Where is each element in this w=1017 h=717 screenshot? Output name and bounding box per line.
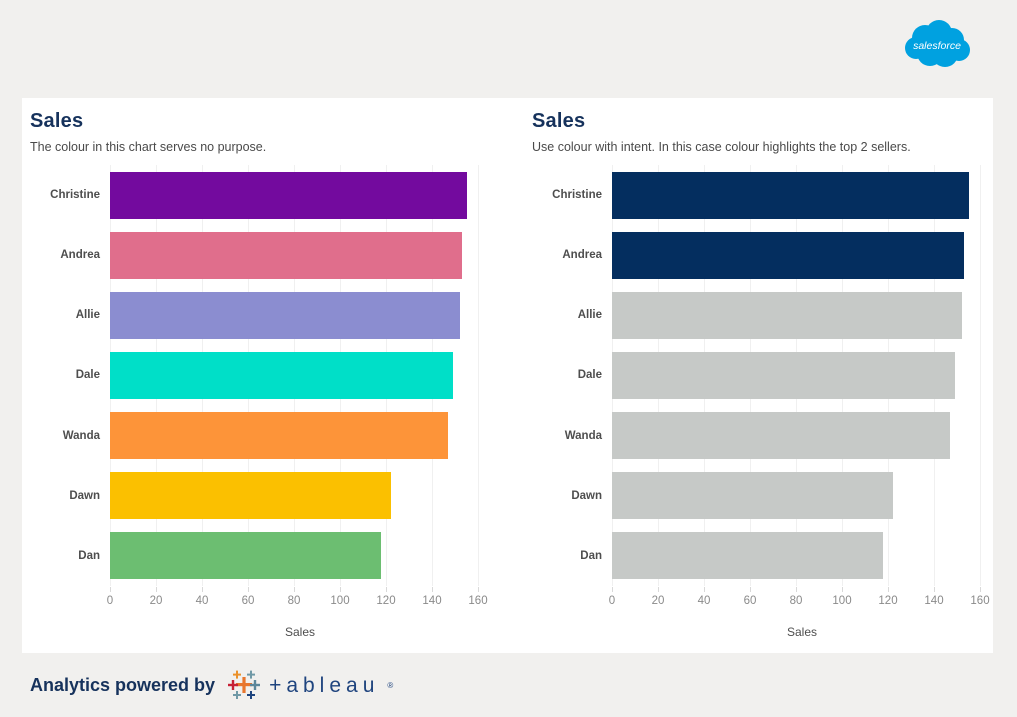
- bar-row: Dale: [30, 345, 490, 405]
- bar-allie[interactable]: [612, 291, 962, 339]
- category-label: Andrea: [60, 249, 100, 262]
- bar-rows: Christine Andrea Allie Dale Wanda Dawn Dan: [30, 165, 490, 586]
- bar-row: Andrea: [30, 225, 490, 285]
- bar-track: [612, 532, 992, 580]
- bar-dawn[interactable]: [110, 472, 391, 520]
- chart-colour-with-intent: Sales Use colour with intent. In this ca…: [532, 110, 1014, 645]
- bar-dawn[interactable]: [612, 472, 893, 520]
- category-label: Dan: [78, 549, 100, 562]
- category-label: Christine: [552, 189, 602, 202]
- bar-row: Dawn: [30, 466, 490, 526]
- bar-dan[interactable]: [110, 532, 382, 580]
- bar-row: Christine: [30, 165, 490, 225]
- category-label: Wanda: [564, 429, 602, 442]
- bar-row: Dan: [532, 526, 992, 586]
- category-label: Dale: [577, 369, 602, 382]
- salesforce-logo: salesforce: [902, 16, 972, 70]
- x-axis: 0 20 40 60 80 100 120 140 160: [609, 586, 992, 614]
- bar-allie[interactable]: [110, 291, 460, 339]
- bar-track: [110, 291, 490, 339]
- category-label: Allie: [577, 309, 602, 322]
- chart-title: Sales: [30, 110, 84, 132]
- bar-track: [612, 171, 992, 219]
- bar-dan[interactable]: [612, 532, 884, 580]
- bar-track: [110, 532, 490, 580]
- bar-row: Dan: [30, 526, 490, 586]
- bar-row: Wanda: [532, 406, 992, 466]
- bar-dale[interactable]: [110, 351, 453, 399]
- category-label: Dale: [75, 369, 100, 382]
- category-label: Allie: [75, 309, 100, 322]
- footer-text: Analytics powered by: [30, 674, 216, 695]
- bar-track: [612, 351, 992, 399]
- category-label: Dawn: [571, 489, 602, 502]
- bar-dale[interactable]: [612, 351, 955, 399]
- bar-track: [110, 231, 490, 279]
- bar-row: Wanda: [30, 406, 490, 466]
- bar-wanda[interactable]: [612, 412, 951, 460]
- x-axis: 0 20 40 60 80 100 120 140 160: [107, 586, 490, 614]
- bar-track: [612, 231, 992, 279]
- bar-andrea[interactable]: [110, 231, 462, 279]
- plot-area: Christine Andrea Allie Dale Wanda Dawn Dan 0 20…: [532, 165, 1014, 645]
- chart-subtitle: The colour in this chart serves no purpo…: [30, 140, 267, 154]
- bar-row: Christine: [532, 165, 992, 225]
- chart-colour-no-purpose: Sales The colour in this chart serves no…: [30, 110, 512, 645]
- bar-row: Allie: [532, 285, 992, 345]
- bar-row: Allie: [30, 285, 490, 345]
- salesforce-wordmark: salesforce: [913, 40, 961, 52]
- tableau-wordmark: +ableau: [269, 673, 380, 697]
- bar-row: Dawn: [532, 466, 992, 526]
- salesforce-cloud-icon: salesforce: [905, 20, 970, 67]
- bar-track: [110, 351, 490, 399]
- bar-track: [110, 472, 490, 520]
- dashboard-card: Sales The colour in this chart serves no…: [22, 98, 993, 653]
- bar-track: [110, 171, 490, 219]
- tableau-logo[interactable]: +ableau ®: [227, 668, 393, 702]
- chart-title: Sales: [532, 110, 586, 132]
- category-label: Christine: [50, 189, 100, 202]
- bar-christine[interactable]: [612, 171, 969, 219]
- bar-track: [612, 412, 992, 460]
- bar-track: [110, 412, 490, 460]
- bar-christine[interactable]: [110, 171, 467, 219]
- bar-track: [612, 291, 992, 339]
- bar-rows: Christine Andrea Allie Dale Wanda Dawn Dan: [532, 165, 992, 586]
- chart-subtitle: Use colour with intent. In this case col…: [532, 140, 911, 154]
- category-label: Wanda: [62, 429, 100, 442]
- category-label: Andrea: [562, 249, 602, 262]
- footer: Analytics powered by +ableau ®: [30, 668, 393, 702]
- bar-wanda[interactable]: [110, 412, 449, 460]
- bar-row: Andrea: [532, 225, 992, 285]
- bar-track: [612, 472, 992, 520]
- category-label: Dan: [580, 549, 602, 562]
- tableau-mark-icon: [228, 670, 261, 699]
- category-label: Dawn: [69, 489, 100, 502]
- bar-andrea[interactable]: [612, 231, 964, 279]
- x-axis-title: Sales: [284, 625, 316, 639]
- bar-row: Dale: [532, 345, 992, 405]
- plot-area: Christine Andrea Allie Dale Wanda Dawn Dan 0 20…: [30, 165, 512, 645]
- x-axis-title: Sales: [786, 625, 818, 639]
- registered-mark: ®: [387, 680, 394, 690]
